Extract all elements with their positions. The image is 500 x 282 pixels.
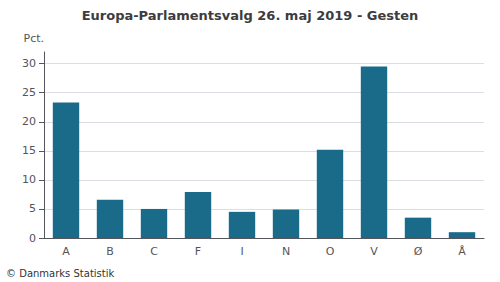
svg-text:Ø: Ø bbox=[414, 245, 423, 258]
svg-text:I: I bbox=[240, 245, 243, 258]
svg-text:A: A bbox=[62, 245, 70, 258]
svg-text:F: F bbox=[195, 245, 201, 258]
svg-text:25: 25 bbox=[22, 86, 36, 99]
svg-text:B: B bbox=[106, 245, 114, 258]
svg-text:Pct.: Pct. bbox=[24, 32, 45, 45]
svg-text:© Danmarks Statistik: © Danmarks Statistik bbox=[6, 268, 115, 279]
svg-text:15: 15 bbox=[22, 144, 36, 157]
svg-text:10: 10 bbox=[22, 173, 36, 186]
svg-text:5: 5 bbox=[29, 202, 36, 215]
svg-text:V: V bbox=[370, 245, 378, 258]
svg-text:Europa-Parlamentsvalg 26. maj: Europa-Parlamentsvalg 26. maj 2019 - Ges… bbox=[82, 8, 419, 23]
svg-text:20: 20 bbox=[22, 115, 36, 128]
svg-text:30: 30 bbox=[22, 57, 36, 70]
svg-text:O: O bbox=[326, 245, 335, 258]
svg-text:C: C bbox=[150, 245, 158, 258]
svg-text:Å: Å bbox=[458, 245, 466, 258]
svg-text:0: 0 bbox=[29, 232, 36, 245]
svg-text:N: N bbox=[282, 245, 290, 258]
